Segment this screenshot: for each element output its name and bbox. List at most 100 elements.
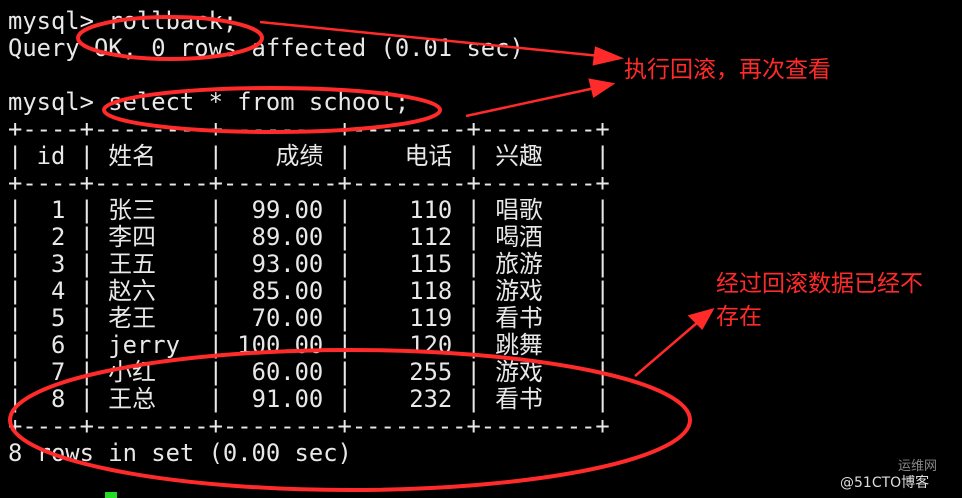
- highlight-ellipse-rows: [8, 348, 692, 492]
- table-cell: 99.00: [251, 196, 324, 224]
- table-row: | | | | | | 4 赵六 85.00 118 游戏: [8, 278, 628, 305]
- column-separator: |: [337, 277, 352, 305]
- table-row: | | | | | | 5 老王 70.00 119 看书: [8, 305, 628, 332]
- column-separator: |: [8, 358, 23, 386]
- table-cell: jerry: [108, 331, 180, 359]
- column-separator: |: [337, 304, 352, 332]
- table-cell: 3: [51, 250, 66, 278]
- column-separator: |: [8, 277, 23, 305]
- column-separator: |: [466, 250, 481, 278]
- column-separator: |: [595, 196, 610, 224]
- table-cell: 118: [409, 277, 453, 305]
- table-cell: 6: [51, 331, 66, 359]
- column-separator: |: [79, 142, 94, 170]
- column-separator: |: [466, 223, 481, 251]
- arrow-2-head: [588, 78, 616, 99]
- table-cell: 兴趣: [495, 142, 543, 170]
- table-row: | | | | | | 1 张三 99.00 110 唱歌: [8, 197, 628, 224]
- highlight-ellipse-rollback: [76, 15, 264, 61]
- column-separator: |: [595, 277, 610, 305]
- table-cell: 成绩: [275, 142, 324, 170]
- column-separator: |: [208, 304, 223, 332]
- table-cell: 旅游: [495, 250, 543, 278]
- arrow-2: [465, 86, 596, 118]
- column-separator: |: [337, 196, 352, 224]
- table-border: +----+--------+--------+--------+-------…: [8, 412, 610, 440]
- column-separator: |: [466, 331, 481, 359]
- column-separator: |: [595, 250, 610, 278]
- table-border: +----+--------+--------+--------+-------…: [8, 169, 610, 197]
- table-cell: 姓名: [108, 142, 156, 170]
- table-cell: 115: [409, 250, 453, 278]
- watermark: @51CTO博客: [840, 475, 930, 491]
- table-cell: 232: [409, 385, 453, 413]
- column-separator: |: [466, 196, 481, 224]
- column-separator: |: [8, 250, 23, 278]
- table-cell: 110: [409, 196, 453, 224]
- column-separator: |: [8, 331, 23, 359]
- column-separator: |: [79, 331, 94, 359]
- table-cell: 王五: [108, 250, 156, 278]
- table-cell: 赵六: [108, 277, 156, 305]
- arrow-1-head: [592, 46, 625, 66]
- command-line-select: mysql> select * from school;: [8, 89, 409, 116]
- table-cell: 119: [409, 304, 453, 332]
- table-cell: 5: [51, 304, 66, 332]
- column-separator: |: [337, 250, 352, 278]
- column-separator: |: [337, 358, 352, 386]
- table-row: | | | | | | 2 李四 89.00 112 喝酒: [8, 224, 628, 251]
- command-text: select * from school;: [108, 88, 410, 116]
- table-cell: 70.00: [251, 304, 324, 332]
- column-separator: |: [208, 385, 223, 413]
- annotation-note-data-gone-2: 存在: [716, 304, 762, 330]
- table-cell: 255: [409, 358, 453, 386]
- column-separator: |: [208, 331, 223, 359]
- column-separator: |: [208, 196, 223, 224]
- column-separator: |: [466, 304, 481, 332]
- table-cell: 7: [51, 358, 66, 386]
- table-cell: 看书: [495, 304, 543, 332]
- table-cell: 89.00: [251, 223, 324, 251]
- column-separator: |: [79, 223, 94, 251]
- table-row: | | | | | | 6 jerry 100.00 120 跳舞: [8, 332, 628, 359]
- column-separator: |: [466, 358, 481, 386]
- table-cell: 张三: [108, 196, 156, 224]
- table-cell: id: [36, 142, 66, 170]
- table-cell: 老王: [108, 304, 156, 332]
- column-separator: |: [208, 277, 223, 305]
- column-separator: |: [208, 250, 223, 278]
- column-separator: |: [79, 304, 94, 332]
- column-separator: |: [595, 142, 610, 170]
- column-separator: |: [79, 196, 94, 224]
- highlight-ellipse-select: [102, 86, 442, 134]
- column-separator: |: [208, 358, 223, 386]
- table-cell: 1: [51, 196, 66, 224]
- column-separator: |: [466, 385, 481, 413]
- column-separator: |: [79, 250, 94, 278]
- table-cell: 85.00: [251, 277, 324, 305]
- column-separator: |: [208, 223, 223, 251]
- prompt: mysql>: [8, 7, 109, 35]
- table-cell: 电话: [404, 142, 453, 170]
- column-separator: |: [337, 385, 352, 413]
- column-separator: |: [79, 385, 94, 413]
- table-cell: 游戏: [495, 277, 543, 305]
- watermark-logo-text: 运维网: [898, 459, 938, 474]
- table-row: | | | | | | 3 王五 93.00 115 旅游: [8, 251, 628, 278]
- table-cell: 2: [51, 223, 66, 251]
- table-cell: 112: [409, 223, 453, 251]
- table-cell: 93.00: [251, 250, 324, 278]
- column-separator: |: [595, 331, 610, 359]
- table-cell: 李四: [108, 223, 156, 251]
- terminal-cursor: [105, 492, 117, 498]
- table-border: +----+--------+--------+--------+-------…: [8, 115, 610, 143]
- table-cell: 看书: [495, 385, 543, 413]
- table-header: | | | | | | id 姓名 成绩 电话 兴趣: [8, 143, 628, 170]
- annotation-note-rollback: 执行回滚，再次查看: [624, 57, 831, 83]
- table-row: | | | | | | 7 小红 60.00 255 游戏: [8, 359, 628, 386]
- table-row: | | | | | | 8 王总 91.00 232 看书: [8, 386, 628, 413]
- column-separator: |: [8, 196, 23, 224]
- column-separator: |: [466, 142, 481, 170]
- column-separator: |: [337, 223, 352, 251]
